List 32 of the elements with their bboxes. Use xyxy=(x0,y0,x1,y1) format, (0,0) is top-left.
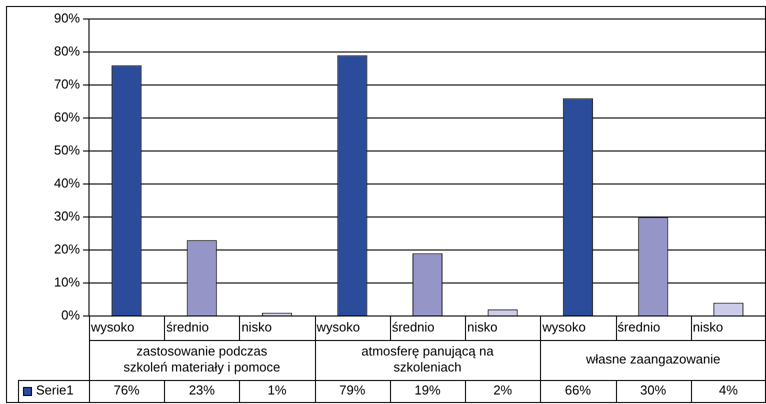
text: atmosferę panującą na szkoleniach xyxy=(361,344,494,375)
y-tick-label: 30% xyxy=(54,208,80,224)
x-tick-label: wysoko xyxy=(90,320,134,335)
text: zastosowanie podczas szkoleń materiały i pomoce xyxy=(123,344,280,375)
y-tick-label: 90% xyxy=(54,10,80,26)
y-tick-label: 10% xyxy=(54,274,80,290)
x-tick-label: średnio xyxy=(618,320,660,335)
y-tick-label: 40% xyxy=(54,176,80,191)
y-tick-label: 60% xyxy=(54,110,80,125)
y-tick-label: 50% xyxy=(54,142,80,158)
data-label: 23% xyxy=(188,382,216,398)
x-tick-label: średnio xyxy=(392,320,435,335)
data-label: 79% xyxy=(339,382,366,398)
data-label: 2% xyxy=(493,382,513,398)
x-tick-label: średnio xyxy=(166,320,209,335)
data-label: 19% xyxy=(414,382,441,398)
data-label: 1% xyxy=(268,382,287,398)
x-tick-label: nisko xyxy=(467,320,498,335)
data-label: 76% xyxy=(114,382,140,398)
text: własne zaangazowanie xyxy=(584,352,720,367)
data-label: 66% xyxy=(564,382,592,398)
data-label: 30% xyxy=(640,382,667,398)
x-tick-label: nisko xyxy=(692,320,724,335)
data-label: 4% xyxy=(718,382,738,398)
x-tick-label: nisko xyxy=(241,320,272,335)
x-tick-label: wysoko xyxy=(541,320,586,335)
y-tick-label: 70% xyxy=(54,76,80,92)
legend-label: Serie1 xyxy=(36,382,74,398)
x-tick-label: wysoko xyxy=(316,320,360,335)
y-tick-label: 0% xyxy=(61,308,80,323)
y-tick-label: 20% xyxy=(54,242,80,257)
y-tick-label: 80% xyxy=(54,44,80,59)
